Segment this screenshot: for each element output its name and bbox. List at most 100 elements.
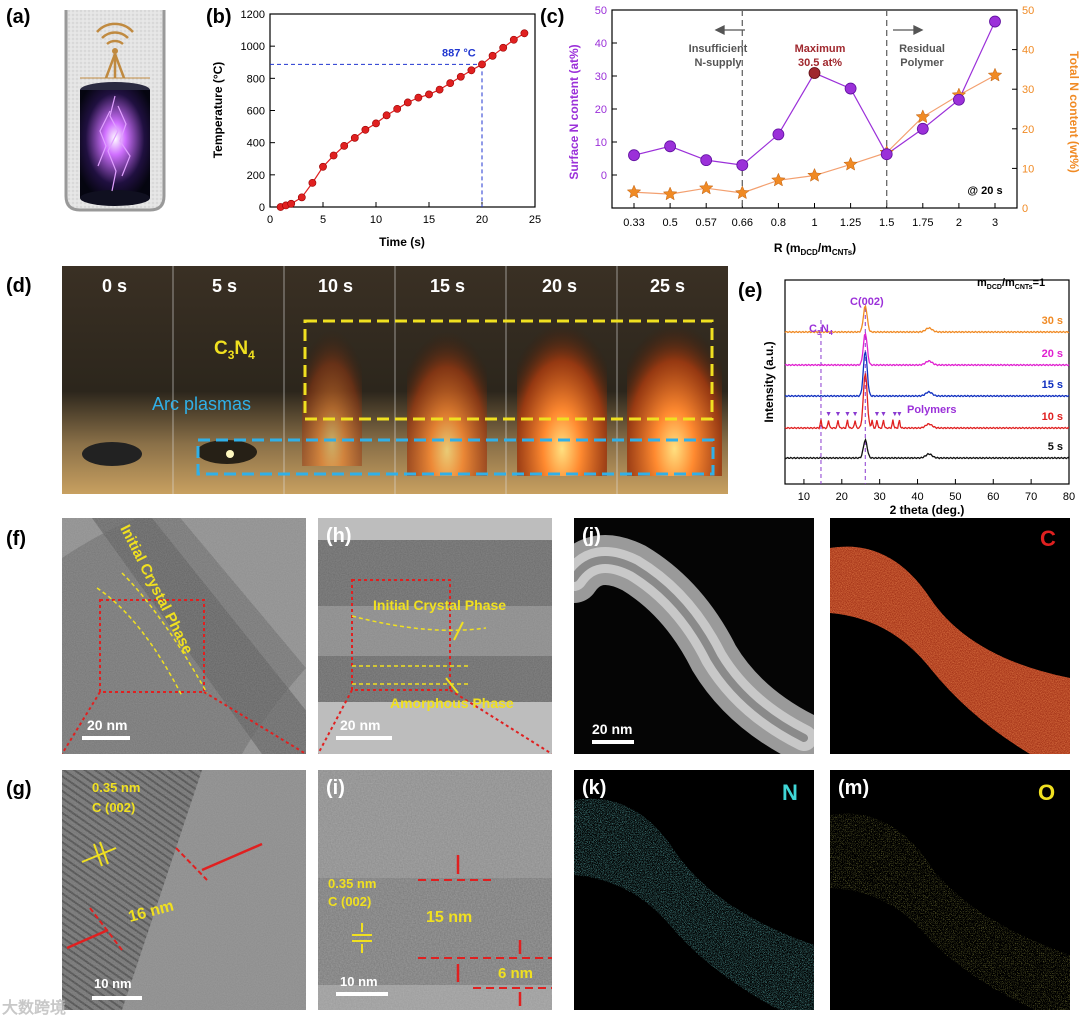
- nitrogen-content-chart: 0.33 0.5 0.57 0.66 0.8 1 1.25 1.5 1.75 2 301020304…: [567, 5, 1080, 257]
- condition-annotation: @ 20 s: [967, 185, 1002, 197]
- left-y-tick-label: 50: [595, 5, 607, 17]
- plane-label-g: C (002): [92, 800, 135, 815]
- panel-letter-k: (k): [582, 777, 606, 799]
- element-label-n: N: [782, 780, 798, 805]
- series-label: 30 s: [1042, 315, 1063, 327]
- polymer-marker: ▼: [896, 411, 903, 418]
- temperature-point: [520, 29, 529, 38]
- temperature-point: [287, 199, 296, 208]
- crucible-bottom: [80, 190, 150, 206]
- zoom-box-f: [99, 599, 205, 693]
- zoom-line: [62, 691, 101, 754]
- element-label-c: C: [1040, 526, 1056, 551]
- left-y-tick-label: 40: [595, 38, 607, 50]
- x-tick-label: 0.57: [695, 217, 716, 229]
- spacing-label-g: 0.35 nm: [92, 780, 140, 795]
- x-tick-label: 0: [267, 214, 273, 226]
- polymer-marker: ▼: [874, 411, 881, 418]
- time-label-10: 10 s: [318, 276, 354, 296]
- temperature-point: [488, 51, 497, 60]
- x-tick-label: 70: [1025, 491, 1037, 503]
- panel-letter-c: (c): [540, 6, 565, 28]
- x-tick-label: 0.33: [623, 217, 644, 229]
- thickness-arrow: [201, 842, 263, 872]
- crucible-body: [80, 90, 150, 198]
- temperature-point: [297, 193, 306, 202]
- surface-n-point: [844, 82, 857, 95]
- right-arrow-head: [913, 24, 924, 36]
- y-tick-label: 600: [247, 106, 265, 118]
- total-n-point: [843, 156, 858, 171]
- panel-letter-b: (b): [206, 6, 232, 28]
- right-y-tick-label: 40: [1022, 45, 1034, 57]
- right-y-axis-label: Total N content (wt%): [1067, 51, 1080, 173]
- left-y-tick-label: 20: [595, 104, 607, 116]
- phase-boundary: [351, 615, 487, 631]
- temperature-point: [509, 35, 518, 44]
- temperature-point: [329, 151, 338, 160]
- x-tick-label: 10: [798, 491, 810, 503]
- temperature-annotation: 887 °C: [442, 47, 476, 59]
- panel-letter-f: (f): [6, 528, 26, 550]
- frame-5: [197, 440, 257, 464]
- y-tick-label: 1200: [241, 9, 265, 21]
- tem-graphic-f: 20 nm Initial Crystal Phase: [62, 518, 306, 754]
- temperature-point: [403, 98, 412, 107]
- time-label-15: 15 s: [430, 276, 466, 296]
- insufficient-annotation-line1: Insufficient: [689, 43, 748, 55]
- maximum-annotation-line1: Maximum: [795, 43, 846, 55]
- temperature-point: [350, 133, 359, 142]
- plot-frame: [269, 13, 536, 208]
- hrtem-graphic-g: 0.35 nm C (002) 16 nm 10 nm: [62, 770, 306, 1010]
- thickness-label-outer: 15 nm: [426, 909, 472, 926]
- polymer-marker: ▼: [835, 411, 842, 418]
- temperature-point: [361, 125, 370, 134]
- scale-bar-h: [336, 736, 392, 740]
- maximum-annotation-line2: 30.5 at%: [798, 57, 842, 69]
- spacing-marker: [81, 841, 117, 867]
- thickness-arrow: [66, 928, 109, 950]
- left-y-tick-label: 10: [595, 137, 607, 149]
- c002-label: C(002): [850, 296, 884, 308]
- tem-image-f: 20 nm Initial Crystal Phase: [62, 518, 306, 754]
- tem-graphic-h: Initial Crystal Phase Amorphous Phase 20…: [318, 518, 552, 754]
- residual-annotation-line1: Residual: [899, 43, 945, 55]
- surface-n-point: [952, 93, 965, 106]
- arc-photo-strip: 0 s 5 s 10 s 15 s 20 s 25 s C3N4 Arc pla…: [62, 266, 728, 494]
- thickness-label-inner: 6 nm: [498, 965, 533, 982]
- spacing-label-i: 0.35 nm: [328, 876, 376, 891]
- panel-letter-d: (d): [6, 275, 32, 297]
- total-n-point: [915, 109, 931, 124]
- stem-graphic-j: 20 nm (j): [574, 525, 814, 754]
- plot-frame: [784, 279, 1070, 485]
- temperature-point: [467, 66, 476, 75]
- phase-boundary: [96, 587, 183, 697]
- temperature-chart: 0 5 10 15 20 25 0 200 400 600 800 1000 1200 887 °C T…: [211, 9, 541, 249]
- x-tick-label: 0.66: [732, 217, 753, 229]
- right-y-tick-label: 50: [1022, 5, 1034, 17]
- xrd-series-line: [784, 437, 1070, 460]
- eds-graphic-c: (l) C: [830, 525, 1070, 754]
- total-n-point: [662, 186, 678, 201]
- pointer-arrow: [445, 677, 459, 694]
- temperature-point: [435, 85, 444, 94]
- time-label-20: 20 s: [542, 276, 578, 296]
- temperature-point: [372, 119, 380, 128]
- panel-letter-e: (e): [738, 280, 763, 302]
- surface-n-point: [664, 140, 676, 153]
- legend-title: mDCD/mCNTs=1: [977, 277, 1045, 291]
- thickness-dash: [89, 907, 123, 951]
- frame-25: [627, 296, 722, 476]
- right-y-tick-label: 10: [1022, 163, 1034, 175]
- series-label: 10 s: [1042, 411, 1063, 423]
- arc-plasma-label: Arc plasmas: [152, 394, 252, 414]
- y-axis-label: Temperature (°C): [211, 62, 225, 159]
- left-y-tick-label: 0: [601, 170, 607, 182]
- polymer-marker: ▼: [880, 411, 887, 418]
- surface-n-point: [736, 159, 749, 172]
- y-tick-label: 400: [247, 138, 265, 150]
- panel-letter-i: (i): [326, 777, 345, 799]
- scale-bar-i: [336, 992, 388, 996]
- pointer-arrow: [453, 621, 464, 641]
- x-tick-label: 2: [956, 217, 962, 229]
